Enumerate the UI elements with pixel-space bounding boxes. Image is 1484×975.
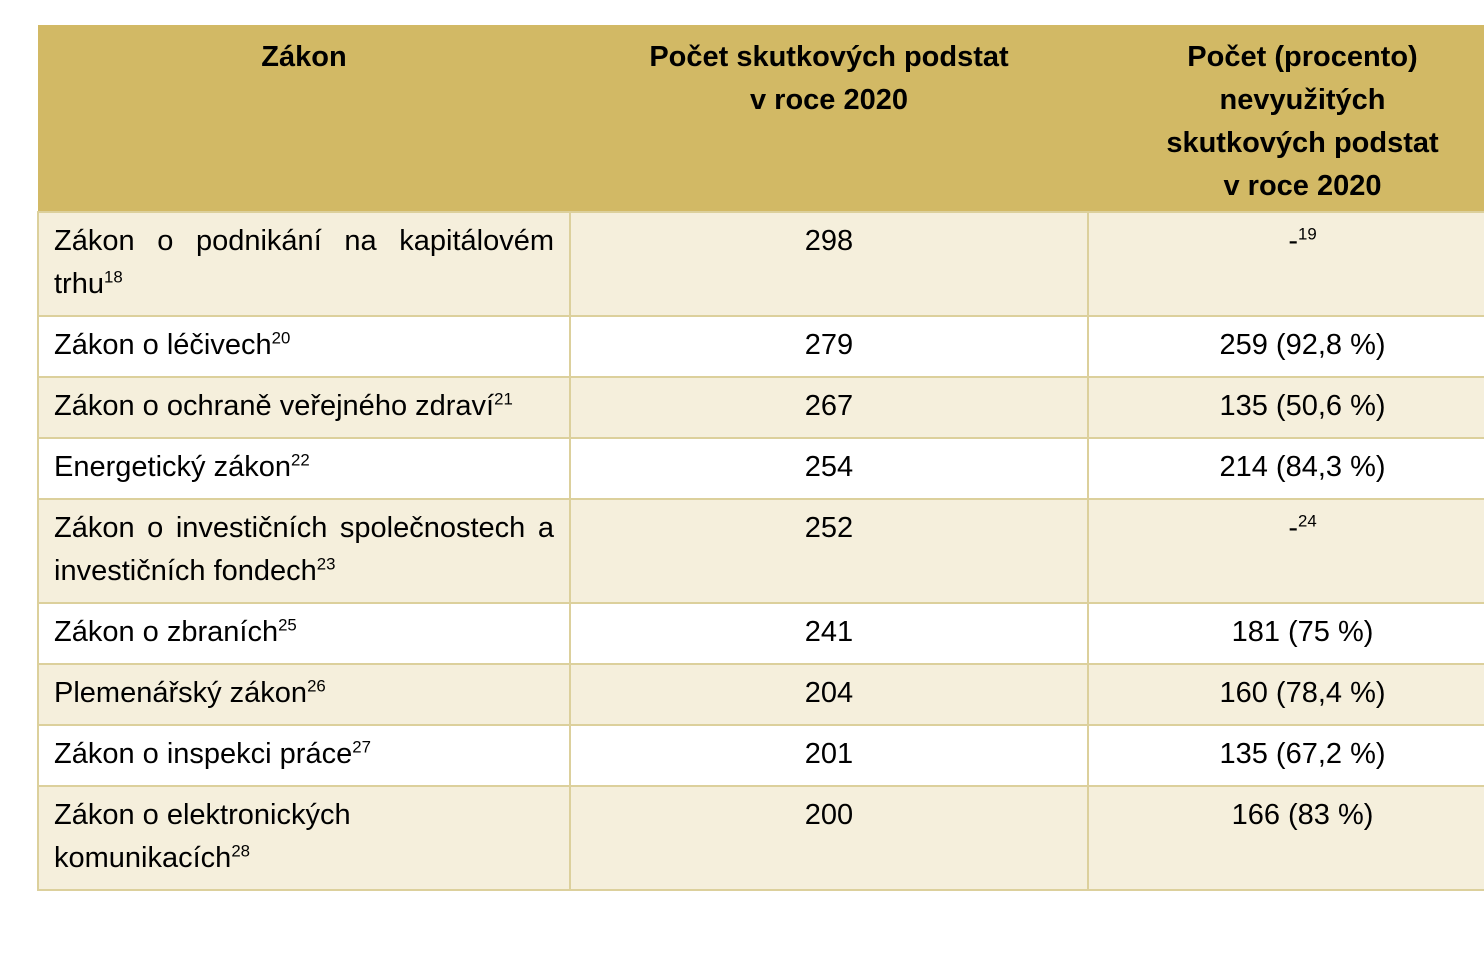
count-value: 279: [804, 329, 854, 361]
unused-value: 181 (75 %): [1231, 616, 1374, 648]
header-pocet-nevyuzitych: Počet (procento) nevyužitých skutkových …: [1088, 25, 1484, 212]
count-cell: 267: [569, 376, 1089, 439]
law-name: Energetický zákon: [54, 451, 291, 483]
count-cell: 204: [569, 663, 1089, 726]
unused-value: 214 (84,3 %): [1219, 451, 1386, 483]
count-value: 204: [804, 677, 854, 709]
table-row: Zákon o ochraně veřejného zdraví21 267 135…: [37, 376, 1484, 439]
law-name: Plemenářský zákon: [54, 677, 308, 709]
footnote-ref: 22: [290, 450, 310, 470]
count-value: 298: [804, 225, 854, 257]
law-name-cell: Zákon o podnikání na kapitálovém trhu18: [37, 211, 571, 317]
footnote-ref: 21: [494, 389, 513, 409]
count-cell: 241: [569, 602, 1089, 665]
table-row: Plemenářský zákon26 204 160 (78,4 %): [37, 663, 1484, 726]
count-cell: 254: [569, 437, 1089, 500]
header-row: Zákon Počet skutkových podstat v roce 20…: [38, 25, 1484, 212]
footnote-ref: 28: [231, 841, 251, 861]
unused-cell: -19: [1087, 211, 1484, 317]
count-value: 254: [804, 451, 854, 483]
count-value: 252: [804, 512, 854, 544]
law-name-cell: Zákon o inspekci práce27: [37, 724, 571, 787]
header-pocet-skutkovych-podstat: Počet skutkových podstat v roce 2020: [570, 25, 1088, 212]
count-cell: 298: [569, 211, 1089, 317]
law-name-cell: Energetický zákon22: [37, 437, 571, 500]
unused-cell: 214 (84,3 %): [1087, 437, 1484, 500]
unused-value: 160 (78,4 %): [1219, 677, 1386, 709]
law-name: Zákon o podnikání na kapitálovém trhu: [54, 225, 554, 300]
count-value: 200: [804, 799, 854, 831]
footnote-ref: 25: [278, 615, 297, 635]
unused-value: -: [1288, 512, 1298, 544]
table-row: Zákon o inspekci práce27 201 135 (67,2 %): [37, 724, 1484, 787]
law-name: Zákon o investičních společnostech a inv…: [54, 512, 554, 587]
count-value: 267: [804, 390, 854, 422]
count-cell: 279: [569, 315, 1089, 378]
unused-value: 135 (67,2 %): [1219, 738, 1386, 770]
unused-cell: 259 (92,8 %): [1087, 315, 1484, 378]
table-row: Energetický zákon22 254 214 (84,3 %): [37, 437, 1484, 500]
unused-value: 259 (92,8 %): [1219, 329, 1386, 361]
unused-cell: 160 (78,4 %): [1087, 663, 1484, 726]
law-name-cell: Zákon o ochraně veřejného zdraví21: [37, 376, 571, 439]
law-name-cell: Zákon o zbraních25: [37, 602, 571, 665]
footnote-ref: 19: [1297, 224, 1317, 244]
law-name-cell: Zákon o investičních společnostech a inv…: [37, 498, 571, 604]
table-header: Zákon Počet skutkových podstat v roce 20…: [38, 25, 1484, 212]
unused-value: 166 (83 %): [1231, 799, 1374, 831]
law-name: Zákon o inspekci práce: [54, 738, 353, 770]
table-row: Zákon o podnikání na kapitálovém trhu18 2…: [37, 211, 1484, 317]
law-name: Zákon o zbraních: [54, 616, 279, 648]
table-row: Zákon o elektronických komunikacích28 200…: [37, 785, 1484, 891]
law-name-cell: Zákon o elektronických komunikacích28: [37, 785, 571, 891]
footnote-ref: 23: [316, 554, 336, 574]
unused-cell: -24: [1087, 498, 1484, 604]
footnote-ref: 26: [307, 676, 326, 696]
count-value: 241: [804, 616, 854, 648]
footnote-ref: 18: [103, 267, 123, 287]
table-body: Zákon o podnikání na kapitálovém trhu18 2…: [37, 211, 1484, 891]
unused-cell: 166 (83 %): [1087, 785, 1484, 891]
law-name: Zákon o ochraně veřejného zdraví: [54, 390, 495, 422]
law-name: Zákon o elektronických komunikacích: [54, 799, 351, 874]
count-value: 201: [804, 738, 854, 770]
law-offense-table: Zákon Počet skutkových podstat v roce 20…: [37, 25, 1484, 891]
count-cell: 200: [569, 785, 1089, 891]
law-name: Zákon o léčivech: [54, 329, 272, 361]
header-zakon: Zákon: [38, 25, 570, 212]
unused-value: -: [1288, 225, 1298, 257]
table-row: Zákon o léčivech20 279 259 (92,8 %): [37, 315, 1484, 378]
law-name-cell: Zákon o léčivech20: [37, 315, 571, 378]
unused-cell: 135 (50,6 %): [1087, 376, 1484, 439]
count-cell: 201: [569, 724, 1089, 787]
unused-value: 135 (50,6 %): [1219, 390, 1386, 422]
footnote-ref: 20: [271, 328, 291, 348]
table-row: Zákon o investičních společnostech a inv…: [37, 498, 1484, 604]
count-cell: 252: [569, 498, 1089, 604]
footnote-ref: 27: [352, 737, 371, 757]
law-name-cell: Plemenářský zákon26: [37, 663, 571, 726]
unused-cell: 135 (67,2 %): [1087, 724, 1484, 787]
table-row: Zákon o zbraních25 241 181 (75 %): [37, 602, 1484, 665]
unused-cell: 181 (75 %): [1087, 602, 1484, 665]
footnote-ref: 24: [1297, 511, 1317, 531]
